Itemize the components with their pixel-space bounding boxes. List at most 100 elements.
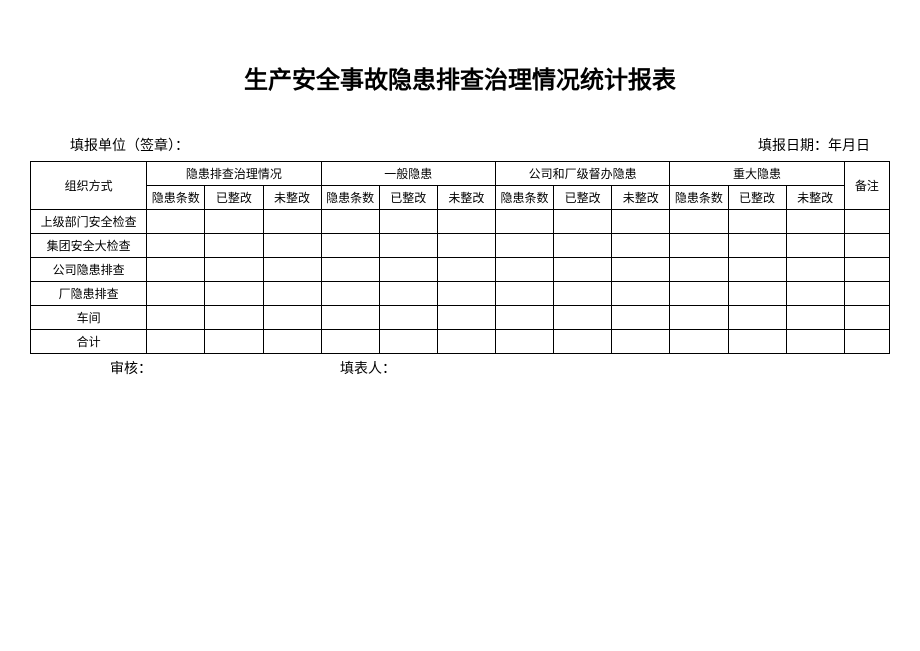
page-title: 生产安全事故隐患排查治理情况统计报表	[30, 60, 890, 95]
cell	[379, 234, 437, 258]
cell	[437, 330, 495, 354]
cell	[554, 282, 612, 306]
date-label: 填报日期：年月日	[758, 135, 870, 155]
cell	[379, 210, 437, 234]
sub-c3: 未整改	[263, 186, 321, 210]
cell	[612, 258, 670, 282]
cell	[205, 330, 263, 354]
cell	[496, 234, 554, 258]
cell	[844, 258, 889, 282]
cell	[554, 234, 612, 258]
cell	[728, 330, 786, 354]
cell	[147, 210, 205, 234]
info-row: 填报单位（签章）： 填报日期：年月日	[30, 135, 890, 161]
cell	[612, 210, 670, 234]
cell	[554, 306, 612, 330]
cell	[786, 282, 844, 306]
cell	[147, 306, 205, 330]
sub-c11: 已整改	[728, 186, 786, 210]
cell	[321, 258, 379, 282]
cell	[786, 234, 844, 258]
header-row-1: 组织方式 隐患排查治理情况 一般隐患 公司和厂级督办隐患 重大隐患 备注	[31, 162, 890, 186]
cell	[612, 330, 670, 354]
cell	[205, 258, 263, 282]
cell	[205, 282, 263, 306]
cell	[670, 258, 728, 282]
cell	[321, 282, 379, 306]
cell	[147, 258, 205, 282]
cell	[612, 282, 670, 306]
table-row: 集团安全大检查	[31, 234, 890, 258]
sub-c9: 未整改	[612, 186, 670, 210]
cell	[786, 258, 844, 282]
cell	[728, 234, 786, 258]
cell	[554, 330, 612, 354]
cell	[786, 306, 844, 330]
cell	[844, 306, 889, 330]
cell	[844, 234, 889, 258]
cell	[205, 234, 263, 258]
row-label: 公司隐患排查	[31, 258, 147, 282]
sub-c4: 隐患条数	[321, 186, 379, 210]
cell	[205, 306, 263, 330]
cell	[554, 210, 612, 234]
cell	[379, 306, 437, 330]
cell	[670, 234, 728, 258]
cell	[612, 234, 670, 258]
cell	[147, 330, 205, 354]
cell	[263, 330, 321, 354]
document-page: 生产安全事故隐患排查治理情况统计报表 填报单位（签章）： 填报日期：年月日 组织…	[0, 0, 920, 408]
cell	[321, 234, 379, 258]
cell	[728, 282, 786, 306]
report-table: 组织方式 隐患排查治理情况 一般隐患 公司和厂级督办隐患 重大隐患 备注 隐患条…	[30, 161, 890, 354]
row-label: 厂隐患排查	[31, 282, 147, 306]
sub-c6: 未整改	[437, 186, 495, 210]
table-row: 厂隐患排查	[31, 282, 890, 306]
cell	[728, 210, 786, 234]
cell	[205, 210, 263, 234]
cell	[844, 282, 889, 306]
cell	[670, 210, 728, 234]
table-row: 车间	[31, 306, 890, 330]
sub-c12: 未整改	[786, 186, 844, 210]
cell	[437, 306, 495, 330]
col-group-4: 重大隐患	[670, 162, 844, 186]
cell	[728, 258, 786, 282]
cell	[379, 258, 437, 282]
cell	[321, 210, 379, 234]
cell	[670, 330, 728, 354]
col-org: 组织方式	[31, 162, 147, 210]
table-row: 上级部门安全检查	[31, 210, 890, 234]
cell	[496, 306, 554, 330]
row-label: 车间	[31, 306, 147, 330]
cell	[496, 282, 554, 306]
col-group-1: 隐患排查治理情况	[147, 162, 321, 186]
cell	[670, 282, 728, 306]
cell	[437, 282, 495, 306]
cell	[844, 210, 889, 234]
col-group-3: 公司和厂级督办隐患	[496, 162, 670, 186]
cell	[263, 282, 321, 306]
audit-label: 审核：	[110, 358, 340, 378]
cell	[263, 258, 321, 282]
cell	[844, 330, 889, 354]
row-label: 集团安全大检查	[31, 234, 147, 258]
row-label: 上级部门安全检查	[31, 210, 147, 234]
cell	[496, 258, 554, 282]
cell	[496, 210, 554, 234]
cell	[437, 210, 495, 234]
cell	[147, 282, 205, 306]
col-note: 备注	[844, 162, 889, 210]
cell	[437, 234, 495, 258]
cell	[728, 306, 786, 330]
col-group-2: 一般隐患	[321, 162, 495, 186]
sub-c8: 已整改	[554, 186, 612, 210]
cell	[379, 282, 437, 306]
org-label: 填报单位（签章）：	[70, 135, 189, 155]
cell	[321, 330, 379, 354]
filler-label: 填表人：	[340, 358, 396, 378]
row-label: 合计	[31, 330, 147, 354]
cell	[379, 330, 437, 354]
cell	[786, 210, 844, 234]
cell	[321, 306, 379, 330]
